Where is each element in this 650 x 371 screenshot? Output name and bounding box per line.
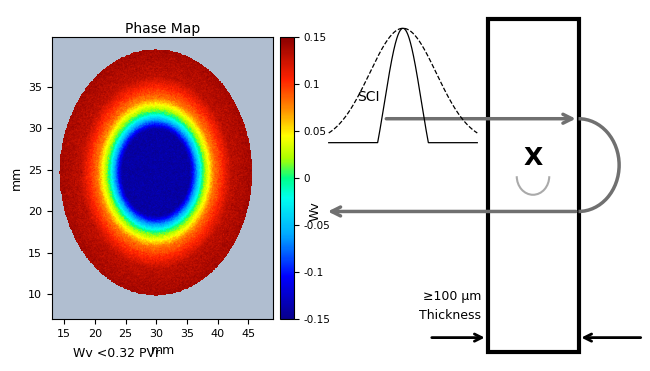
Text: Wv <0.32 PVr: Wv <0.32 PVr [73,347,161,360]
Text: ≥100 μm: ≥100 μm [422,290,481,303]
Text: X: X [523,146,543,170]
Title: Phase Map: Phase Map [125,22,200,36]
Text: SCI: SCI [358,90,380,104]
Text: Thickness: Thickness [419,309,481,322]
Y-axis label: mm: mm [10,166,23,190]
Bar [488,19,578,352]
X-axis label: mm: mm [150,344,175,357]
Text: Wv: Wv [309,201,322,221]
